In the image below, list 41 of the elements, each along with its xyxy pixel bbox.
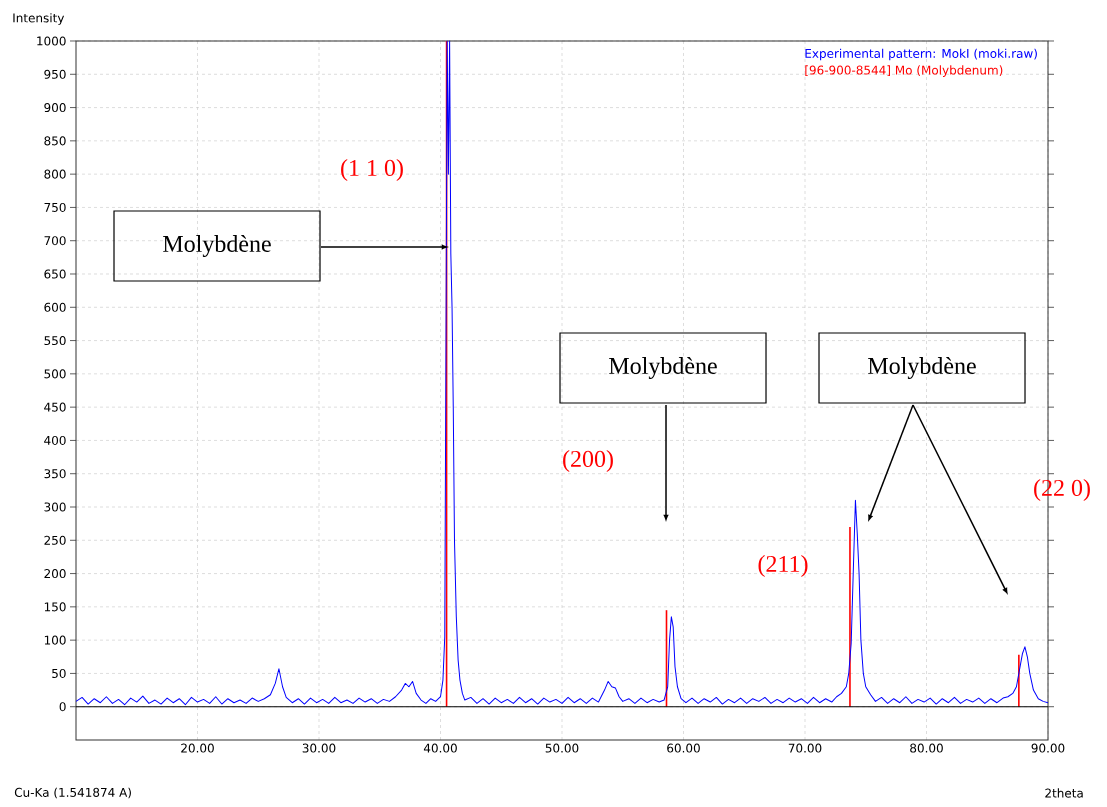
x-tick-label: 50.00 [545,743,579,753]
y-tick-label: 50 [52,668,66,678]
y-tick-label: 250 [44,535,66,545]
y-tick-label: 900 [44,103,66,113]
y-axis-title: Intensity [13,13,65,25]
x-tick-label: 70.00 [788,743,822,753]
y-tick-label: 650 [44,269,66,279]
y-tick-label: 750 [44,202,66,212]
text: [96-900-8544] Mo (Molybdenum) [805,65,1003,77]
y-tick-label: 150 [44,602,66,612]
y-tick-label: 800 [44,169,66,179]
x-tick-label: 40.00 [423,743,457,753]
text: Experimental pattern: MokI (moki.raw) [805,48,1037,61]
x-tick-label: 30.00 [302,743,336,753]
y-tick-label: 350 [44,469,66,479]
annotation: Molybdène [609,357,717,379]
annotation: (1 1 0) [341,159,403,181]
y-tick-label: 200 [44,569,66,579]
y-tick-label: 500 [44,369,66,379]
y-tick-label: 950 [44,69,66,79]
y-tick-label: 600 [44,302,66,312]
annotation: Molybdène [163,235,271,257]
annotation: (22 0) [1034,479,1090,501]
y-tick-label: 100 [44,635,66,645]
y-tick-label: 700 [44,236,66,246]
x-tick-label: 90.00 [1031,743,1065,753]
annotation: (200) [563,450,613,472]
text: Cu-Ka (1.541874 A) [14,787,131,799]
y-tick-label: 450 [44,402,66,412]
annotation: (211) [758,555,808,577]
y-tick-label: 1000 [37,36,66,46]
x-axis-title: 2theta [1045,788,1083,798]
y-tick-label: 300 [44,502,66,512]
y-tick-label: 850 [44,136,66,146]
y-tick-label: 0 [59,702,66,712]
y-tick-label: 550 [44,336,66,346]
y-tick-label: 400 [44,435,66,445]
x-tick-label: 20.00 [181,743,214,753]
annotation: Molybdène [868,357,976,379]
x-tick-label: 60.00 [667,743,700,753]
x-tick-label: 80.00 [910,743,943,753]
